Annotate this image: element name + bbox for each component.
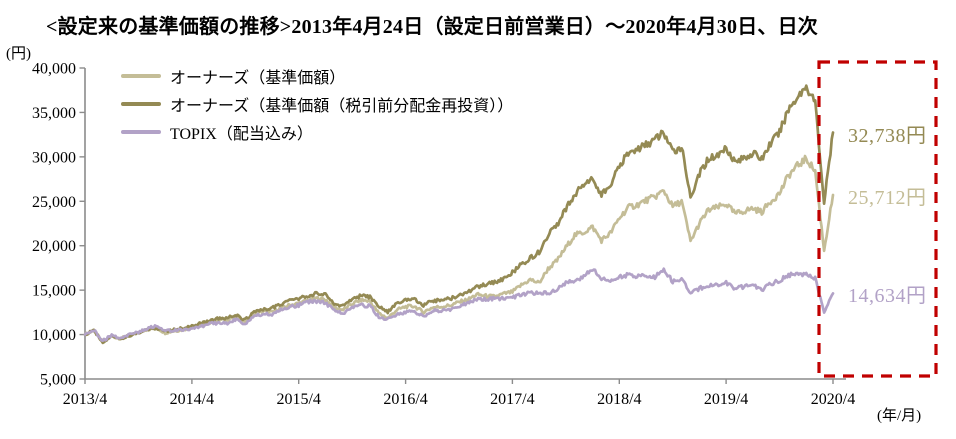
svg-text:35,000: 35,000 (32, 105, 76, 122)
svg-text:20,000: 20,000 (32, 238, 76, 255)
svg-text:2014/4: 2014/4 (170, 391, 214, 408)
legend-label-topix: TOPIX（配当込み） (170, 126, 313, 143)
legend-label-owners-nav: オーナーズ（基準価額） (170, 70, 346, 87)
end-value-label-reinvested: 32,738円 (848, 125, 927, 147)
svg-text:2015/4: 2015/4 (276, 391, 320, 408)
svg-text:2019/4: 2019/4 (704, 391, 748, 408)
svg-text:5,000: 5,000 (40, 372, 76, 389)
legend-line-swatch-olive (121, 102, 161, 106)
svg-text:25,000: 25,000 (32, 194, 76, 211)
svg-text:2020/4: 2020/4 (811, 391, 855, 408)
svg-text:2016/4: 2016/4 (383, 391, 427, 408)
chart-legend: オーナーズ（基準価額） オーナーズ（基準価額（税引前分配金再投資）） TOPIX… (121, 62, 513, 146)
svg-text:2018/4: 2018/4 (597, 391, 641, 408)
svg-text:15,000: 15,000 (32, 283, 76, 300)
end-value-label-nav: 25,712円 (848, 187, 927, 209)
end-value-label-topix: 14,634円 (848, 285, 927, 307)
svg-text:30,000: 30,000 (32, 149, 76, 166)
legend-line-swatch-purple (121, 130, 161, 134)
legend-label-owners-reinvested: オーナーズ（基準価額（税引前分配金再投資）） (170, 98, 514, 115)
legend-line-swatch-tan (121, 74, 161, 78)
x-axis-unit-label: (年/月) (877, 408, 922, 424)
svg-text:10,000: 10,000 (32, 327, 76, 344)
svg-text:2013/4: 2013/4 (63, 391, 107, 408)
svg-text:40,000: 40,000 (32, 61, 76, 78)
legend-item-owners-reinvested: オーナーズ（基準価額（税引前分配金再投資）） (121, 90, 513, 118)
svg-text:2017/4: 2017/4 (490, 391, 534, 408)
legend-item-owners-nav: オーナーズ（基準価額） (121, 62, 513, 90)
highlight-box (817, 60, 938, 378)
y-axis-unit-label: (円) (6, 46, 31, 62)
legend-item-topix: TOPIX（配当込み） (121, 118, 513, 146)
chart-title: <設定来の基準価額の推移>2013年4月24日（設定日前営業日）～2020年4月… (46, 16, 818, 38)
